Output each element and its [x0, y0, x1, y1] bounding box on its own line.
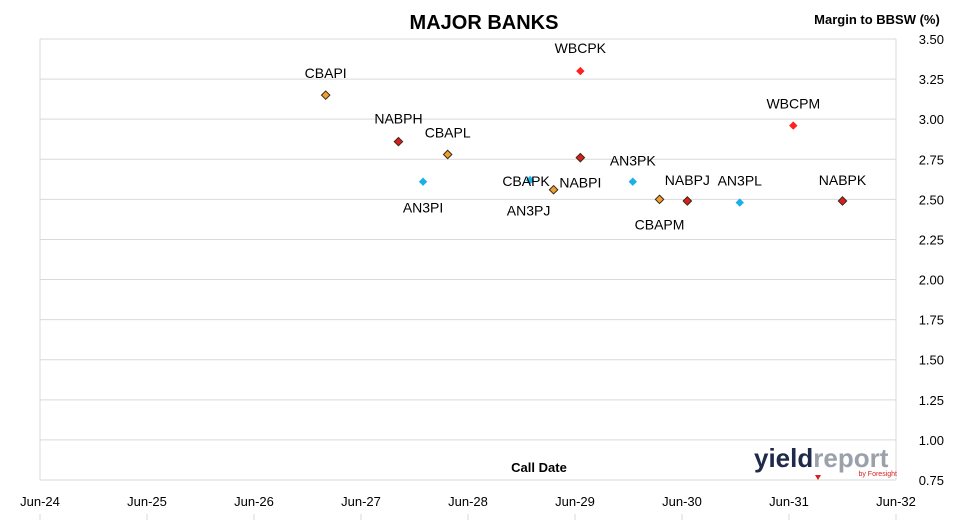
point-label-wbcpk: WBCPK: [555, 40, 607, 56]
point-cbapm: [654, 194, 665, 205]
point-label-nabpi: NABPI: [559, 175, 601, 191]
point-nabpk: [837, 196, 848, 206]
data-points: [320, 66, 848, 207]
x-tick-label: Jun-32: [876, 494, 916, 509]
y-tick-label: 1.75: [919, 313, 944, 328]
point-label-nabph: NABPH: [374, 111, 422, 127]
y-tick-label: 0.75: [919, 473, 944, 488]
x-axis-ticks: Jun-24 Jun-25 Jun-26 Jun-27 Jun-28 Jun-29 Jun-…: [20, 494, 916, 520]
point-label-an3pi: AN3PI: [403, 200, 443, 216]
point-label-cbapk: CBAPK: [502, 173, 550, 189]
logo-word-yield: yield: [754, 443, 813, 473]
x-tick-label: Jun-27: [341, 494, 381, 509]
point-wbcpk: [576, 66, 585, 76]
point-label-an3pk: AN3PK: [610, 153, 657, 169]
x-tick-label: Jun-26: [234, 494, 274, 509]
point-label-an3pl: AN3PL: [718, 173, 763, 189]
y-tick-label: 1.25: [919, 393, 944, 408]
yieldreport-logo: yieldreport by Foresight: [754, 443, 897, 480]
point-nabpj: [682, 196, 693, 206]
x-tick-label: Jun-28: [448, 494, 488, 509]
y-tick-label: 1.00: [919, 433, 944, 448]
point-wbcpm: [789, 121, 798, 130]
x-tick-label: Jun-29: [555, 494, 595, 509]
y-axis-ticks: 0.75 1.00 1.25 1.50 1.75 2.00 2.25 2.50 2.75 3.00…: [919, 32, 944, 488]
logo-word-report: report: [813, 443, 888, 473]
svg-text:yieldreport: yieldreport: [754, 443, 889, 473]
point-nabph: [393, 136, 404, 147]
point-cbapk: [525, 175, 535, 185]
y-tick-label: 2.00: [919, 273, 944, 288]
point-an3pl: [735, 198, 744, 207]
y-tick-label: 1.50: [919, 353, 944, 368]
y-tick-label: 2.50: [919, 192, 944, 207]
x-tick-label: Jun-31: [769, 494, 809, 509]
point-cbapi: [320, 90, 331, 101]
y-tick-label: 2.75: [919, 152, 944, 167]
point-label-cbapl: CBAPL: [425, 124, 471, 140]
logo-arrow-icon: [815, 475, 821, 480]
point-label-an3pj: AN3PJ: [507, 203, 551, 219]
y-tick-label: 3.25: [919, 72, 944, 87]
grid: [39, 38, 897, 481]
point-an3pj: [548, 184, 559, 195]
logo-subtitle: by Foresight: [858, 471, 897, 478]
y-tick-label: 3.50: [919, 32, 944, 47]
point-nabpi: [575, 152, 586, 163]
y-tick-label: 2.25: [919, 232, 944, 247]
x-tick-label: Jun-24: [20, 494, 60, 509]
point-label-nabpj: NABPJ: [665, 172, 710, 188]
point-label-nabpk: NABPK: [819, 172, 867, 188]
point-label-cbapm: CBAPM: [635, 216, 685, 232]
point-an3pi: [418, 177, 428, 186]
x-tick-label: Jun-30: [662, 494, 702, 509]
point-cbapl: [442, 149, 453, 160]
y-tick-label: 3.00: [919, 112, 944, 127]
point-label-cbapi: CBAPI: [305, 65, 347, 81]
point-an3pk: [628, 177, 637, 186]
chart-title: MAJOR BANKS: [410, 12, 559, 34]
y-axis-label: Margin to BBSW (%): [814, 12, 940, 27]
point-label-wbcpm: WBCPM: [766, 96, 820, 112]
x-tick-label: Jun-25: [127, 494, 167, 509]
x-axis-label: Call Date: [511, 460, 567, 475]
